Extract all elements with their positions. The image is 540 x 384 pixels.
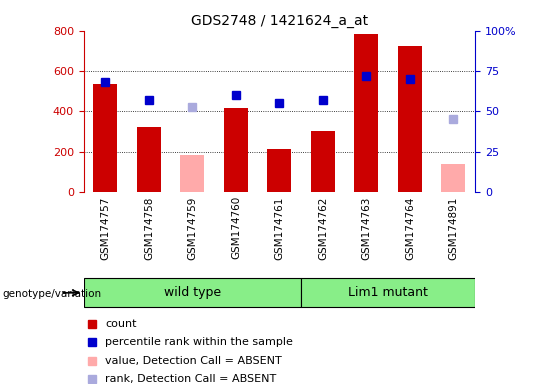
Text: GSM174758: GSM174758: [144, 196, 154, 260]
Bar: [311, 131, 335, 192]
Bar: [301, 278, 475, 308]
Text: rank, Detection Call = ABSENT: rank, Detection Call = ABSENT: [105, 374, 276, 384]
Text: GSM174759: GSM174759: [187, 196, 198, 260]
Text: GSM174761: GSM174761: [274, 196, 285, 260]
Text: GSM174763: GSM174763: [361, 196, 372, 260]
Bar: [354, 34, 379, 192]
Text: genotype/variation: genotype/variation: [3, 289, 102, 299]
Text: GSM174764: GSM174764: [405, 196, 415, 260]
Text: wild type: wild type: [164, 286, 221, 299]
Bar: [137, 127, 161, 192]
Text: GSM174757: GSM174757: [100, 196, 111, 260]
Bar: [93, 84, 117, 192]
Text: GSM174762: GSM174762: [318, 196, 328, 260]
Bar: [267, 149, 292, 192]
Text: Lim1 mutant: Lim1 mutant: [348, 286, 428, 299]
Text: GSM174891: GSM174891: [448, 196, 458, 260]
Bar: [224, 108, 248, 192]
Title: GDS2748 / 1421624_a_at: GDS2748 / 1421624_a_at: [191, 14, 368, 28]
Bar: [84, 278, 301, 308]
Bar: [180, 155, 205, 192]
Bar: [398, 46, 422, 192]
Text: GSM174760: GSM174760: [231, 196, 241, 260]
Text: percentile rank within the sample: percentile rank within the sample: [105, 338, 293, 348]
Bar: [442, 164, 465, 192]
Text: value, Detection Call = ABSENT: value, Detection Call = ABSENT: [105, 356, 282, 366]
Text: count: count: [105, 319, 137, 329]
